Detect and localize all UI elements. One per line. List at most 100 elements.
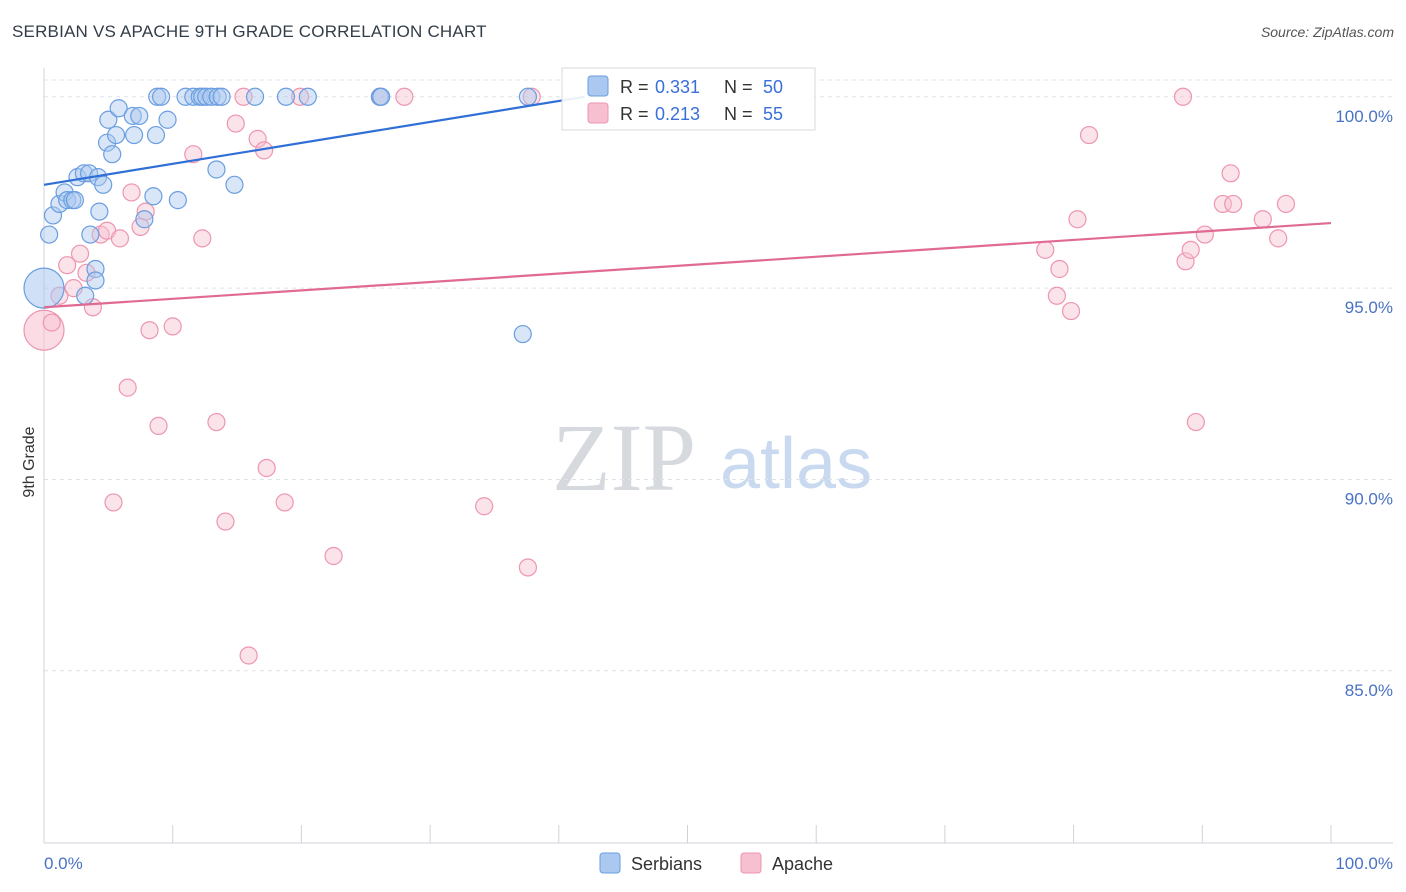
serbians-point: [208, 87, 227, 106]
serbians-point: [86, 271, 105, 290]
watermark-atlas: atlas: [720, 424, 872, 504]
apache-trend-line: [43, 221, 1332, 309]
apache-point: [1050, 259, 1069, 279]
y-axis-title: 9th Grade: [21, 426, 38, 497]
watermark: ZIP atlas: [552, 404, 872, 511]
apache-point: [324, 546, 343, 566]
apache-point: [1269, 229, 1288, 248]
legend-serbians-label: Serbians: [631, 854, 702, 874]
apache-point: [110, 229, 130, 248]
apache-point: [1079, 125, 1099, 145]
chart-source: Source: ZipAtlas.com: [1260, 24, 1394, 40]
stats-apache-n-label: N =: [724, 104, 753, 124]
apache-point: [184, 145, 203, 164]
serbians-trend-line: [43, 95, 585, 186]
serbians-point: [135, 210, 154, 229]
serbians-point: [518, 87, 538, 106]
apache-point: [291, 87, 310, 106]
serbians-point: [58, 191, 77, 210]
apache-point: [1176, 252, 1195, 271]
apache-point: [104, 493, 123, 512]
apache-point: [239, 646, 258, 665]
x-tick-label-0: 0.0%: [44, 854, 83, 873]
y-tick-label-1: 90.0%: [1345, 489, 1393, 508]
stats-serbians-n-value: 50: [763, 77, 783, 97]
apache-point: [1068, 210, 1087, 229]
stats-apache-r-label: R =: [620, 104, 649, 124]
serbians-point: [90, 202, 109, 221]
serbians-point: [168, 191, 187, 210]
apache-point: [140, 321, 159, 340]
apache-point: [70, 244, 90, 263]
watermark-zip: ZIP: [552, 404, 696, 511]
stats-apache-r-value: 0.213: [655, 104, 700, 124]
serbians-point: [81, 225, 100, 244]
serbians-point: [23, 267, 65, 309]
serbians-point: [158, 110, 177, 129]
apache-point: [226, 114, 245, 133]
stats-serbians-r-value: 0.331: [655, 77, 700, 97]
y-tick-label-2: 95.0%: [1345, 298, 1393, 317]
apache-point: [58, 256, 77, 275]
serbians-point: [276, 87, 296, 106]
serbians-point: [372, 87, 391, 106]
serbians-point: [76, 286, 95, 305]
apache-point: [163, 317, 182, 336]
stats-legend: R = 0.331 N = 50 R = 0.213 N = 55: [561, 67, 816, 131]
apache-point: [1061, 301, 1081, 321]
apache-point: [1036, 240, 1055, 259]
grid-lines: [44, 79, 1393, 672]
serbians-point: [65, 191, 84, 210]
apache-points: [23, 87, 1296, 665]
apache-point: [1173, 87, 1193, 106]
x-tick-labels: 0.0% 100.0%: [44, 854, 1393, 873]
stats-serbians-swatch: [587, 75, 609, 97]
apache-point: [1213, 194, 1232, 214]
serbians-point: [103, 145, 122, 164]
serbians-point: [94, 175, 113, 194]
apache-point: [1253, 210, 1272, 229]
x-tick-label-1: 100.0%: [1335, 854, 1393, 873]
trend-lines: [43, 95, 1332, 309]
apache-point: [1276, 194, 1296, 214]
apache-point: [118, 378, 137, 397]
serbians-point: [146, 125, 166, 145]
apache-point: [1047, 286, 1066, 305]
apache-point: [23, 309, 65, 351]
y-tick-label-3: 100.0%: [1335, 107, 1393, 126]
serbians-point: [130, 106, 149, 126]
apache-point: [1186, 412, 1205, 432]
serbians-point: [40, 225, 59, 244]
bottom-legend: Serbians Apache: [599, 852, 833, 874]
apache-point: [193, 229, 212, 248]
serbians-point: [124, 125, 144, 145]
serbians-point: [152, 87, 171, 106]
serbians-point: [43, 206, 63, 225]
stats-serbians-n-label: N =: [724, 77, 753, 97]
serbians-point: [513, 324, 532, 344]
axes: [43, 68, 1393, 844]
serbians-point: [99, 110, 118, 129]
y-tick-label-0: 85.0%: [1345, 681, 1393, 700]
serbians-point: [123, 106, 142, 126]
legend-apache-swatch: [740, 852, 762, 874]
stats-apache-swatch: [587, 102, 609, 124]
chart-title: SERBIAN VS APACHE 9TH GRADE CORRELATION …: [12, 22, 487, 41]
serbians-point: [245, 87, 265, 106]
apache-point: [207, 412, 226, 432]
stats-apache-n-value: 55: [763, 104, 783, 124]
apache-point: [1221, 164, 1240, 183]
serbians-point: [225, 175, 244, 194]
serbians-point: [202, 87, 221, 106]
apache-point: [475, 497, 494, 516]
apache-point: [275, 493, 294, 512]
serbians-point: [148, 87, 167, 106]
serbians-point: [298, 87, 317, 106]
serbians-point: [109, 99, 128, 118]
apache-point: [1224, 194, 1243, 214]
serbians-point: [207, 160, 226, 179]
apache-point: [1181, 240, 1200, 259]
apache-point: [216, 512, 235, 531]
serbians-point: [212, 87, 231, 106]
